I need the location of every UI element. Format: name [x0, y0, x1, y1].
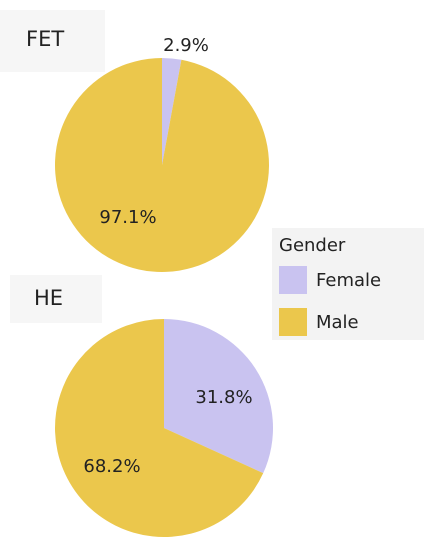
- pie-slice: [164, 319, 273, 474]
- pie-slice: [54, 319, 264, 537]
- data-label: 68.2%: [83, 456, 140, 477]
- legend-swatch: [279, 308, 307, 336]
- legend-label: Female: [316, 270, 381, 291]
- title-box: [0, 10, 105, 72]
- chart-title: FET: [26, 27, 64, 51]
- chart-title: HE: [34, 286, 63, 310]
- data-label: 2.9%: [163, 35, 209, 56]
- data-label: 97.1%: [99, 207, 156, 228]
- title-box: [10, 275, 102, 323]
- legend-title: Gender: [279, 235, 346, 256]
- legend-swatch: [279, 266, 307, 294]
- data-label: 31.8%: [195, 387, 252, 408]
- pie-slice: [162, 58, 182, 165]
- pie-slice: [55, 58, 269, 272]
- legend-label: Male: [316, 312, 359, 333]
